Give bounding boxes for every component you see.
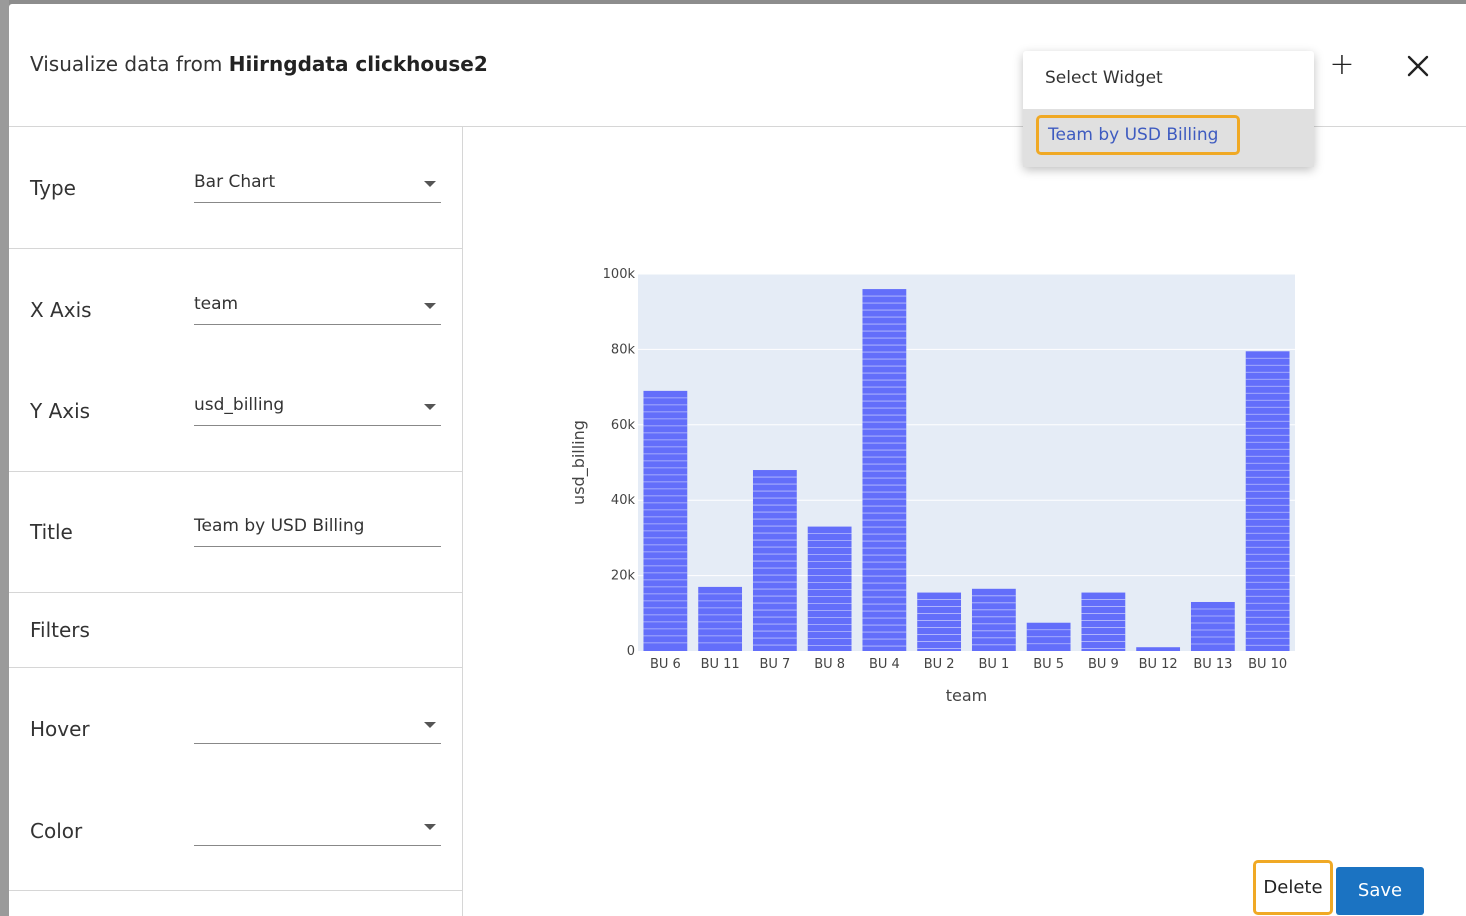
y-axis-title: usd_billing <box>569 420 589 505</box>
color-label: Color <box>30 819 83 843</box>
y-axis-select-value: usd_billing <box>194 395 285 415</box>
chevron-down-icon <box>424 404 436 410</box>
x-axis-title: team <box>946 686 988 705</box>
bar <box>1245 351 1290 651</box>
bar <box>1136 647 1181 651</box>
page-backdrop <box>0 0 9 916</box>
y-axis-select[interactable]: usd_billing <box>194 395 441 426</box>
select-widget-dropdown: Select Widget Team by USD Billing <box>1023 51 1314 167</box>
bar-chart: 0 20k 40k 60k 80k 100k BU 6 BU 11 BU 7 BU 8 BU 4 BU… <box>569 267 1295 705</box>
chevron-down-icon <box>424 303 436 309</box>
x-tick-label: BU 9 <box>1088 657 1119 672</box>
delete-button[interactable]: Delete <box>1253 860 1333 915</box>
add-widget-button[interactable]: + <box>1329 47 1355 82</box>
y-tick-label: 20k <box>611 569 636 584</box>
visualize-dialog: Visualize data from Hiirngdata clickhous… <box>9 4 1466 916</box>
y-tick-label: 80k <box>611 342 636 357</box>
title-label: Title <box>30 520 73 544</box>
type-select[interactable]: Bar Chart <box>194 172 441 203</box>
bar <box>643 390 688 651</box>
chevron-down-icon <box>424 181 436 187</box>
x-axis-label: X Axis <box>30 298 92 322</box>
bar <box>971 588 1016 651</box>
plot-area <box>638 274 1295 651</box>
chart-settings-panel: Type Bar Chart X Axis team Y Axis usd_bi… <box>9 127 463 916</box>
hover-color-section: Hover Color <box>9 668 462 891</box>
widget-option-highlight: Team by USD Billing <box>1036 115 1240 155</box>
color-select[interactable] <box>194 815 441 846</box>
close-icon <box>1407 55 1429 77</box>
filters-section[interactable]: Filters <box>9 593 462 668</box>
x-tick-label: BU 1 <box>978 657 1009 672</box>
hover-select[interactable] <box>194 713 441 744</box>
x-axis-select-value: team <box>194 294 239 314</box>
filters-label: Filters <box>30 618 90 642</box>
x-tick-label: BU 8 <box>814 657 845 672</box>
bar <box>698 586 743 651</box>
y-tick-label: 0 <box>627 644 635 659</box>
bar <box>862 289 907 651</box>
y-axis-label: Y Axis <box>30 399 91 423</box>
axis-section: X Axis team Y Axis usd_billing <box>9 249 462 472</box>
x-tick-label: BU 4 <box>869 657 900 672</box>
y-tick-label: 40k <box>611 493 636 508</box>
dialog-title: Visualize data from Hiirngdata clickhous… <box>30 52 488 76</box>
y-tick-label: 60k <box>611 418 636 433</box>
x-tick-label: BU 13 <box>1193 657 1232 672</box>
type-select-value: Bar Chart <box>194 172 276 192</box>
dialog-header: Visualize data from Hiirngdata clickhous… <box>9 4 1466 127</box>
bar <box>807 526 852 651</box>
chart-preview-area: 0 20k 40k 60k 80k 100k BU 6 BU 11 BU 7 BU 8 BU 4 BU… <box>463 127 1466 916</box>
save-button[interactable]: Save <box>1336 867 1424 915</box>
y-tick-label: 100k <box>603 267 636 282</box>
title-input[interactable]: Team by USD Billing <box>194 516 441 547</box>
x-tick-label: BU 5 <box>1033 657 1064 672</box>
bar <box>752 470 797 651</box>
chevron-down-icon <box>424 722 436 728</box>
x-tick-label: BU 11 <box>701 657 740 672</box>
chevron-down-icon <box>424 824 436 830</box>
x-tick-label: BU 2 <box>924 657 955 672</box>
x-tick-label: BU 10 <box>1248 657 1287 672</box>
x-axis-select[interactable]: team <box>194 294 441 325</box>
type-label: Type <box>30 176 76 200</box>
title-section: Title Team by USD Billing <box>9 472 462 593</box>
bar <box>1190 601 1235 651</box>
dialog-title-prefix: Visualize data from <box>30 52 223 76</box>
x-tick-label: BU 12 <box>1139 657 1178 672</box>
data-source-name: Hiirngdata clickhouse2 <box>228 52 488 76</box>
close-button[interactable] <box>1403 51 1433 81</box>
x-tick-label: BU 7 <box>759 657 790 672</box>
widget-option-label: Team by USD Billing <box>1048 125 1219 145</box>
bar <box>1081 592 1126 651</box>
type-section: Type Bar Chart <box>9 127 462 249</box>
select-widget-heading: Select Widget <box>1045 68 1163 88</box>
title-input-value: Team by USD Billing <box>194 516 365 536</box>
x-tick-label: BU 6 <box>650 657 681 672</box>
bar <box>917 592 962 651</box>
hover-label: Hover <box>30 717 90 741</box>
widget-option[interactable]: Team by USD Billing <box>1023 109 1314 167</box>
